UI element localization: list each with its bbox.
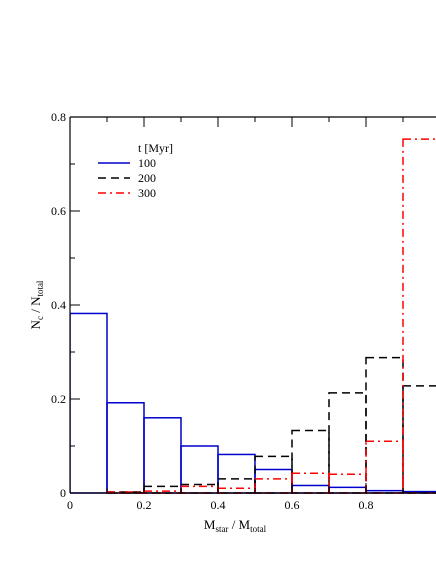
legend-label-200: 200 xyxy=(138,171,156,185)
axes: 0 0.2 0.4 0.6 0.8 0 0.2 0.4 0.6 0.8 xyxy=(51,110,436,512)
bar-200-bin-2 xyxy=(143,485,182,494)
legend-label-100: 100 xyxy=(138,156,156,170)
bar-300-bin-8 xyxy=(365,440,404,494)
bar-200-bin-6 xyxy=(291,429,330,494)
x-axis-label: Mstar / Mtotal xyxy=(204,517,267,534)
bar-300-bin-3 xyxy=(180,485,219,494)
x-tick-label: 0.6 xyxy=(285,498,300,512)
bar-200-bin-4 xyxy=(217,478,256,494)
x-tick-label: 0.8 xyxy=(359,498,374,512)
y-tick-label: 0.4 xyxy=(51,298,66,312)
legend-label-300: 300 xyxy=(138,186,156,200)
bar-300-bin-5 xyxy=(254,478,293,494)
legend-title: t [Myr] xyxy=(138,141,173,155)
series-100 xyxy=(70,312,436,494)
x-tick-label: 0.2 xyxy=(137,498,152,512)
bar-300-bin-9 xyxy=(402,138,436,494)
y-tick-label: 0.6 xyxy=(51,204,66,218)
x-tick-label: 0.4 xyxy=(211,498,226,512)
bar-100-bin-5 xyxy=(254,468,293,494)
x-tick-label: 0 xyxy=(67,498,73,512)
series-300 xyxy=(106,138,436,494)
bar-100-bin-4 xyxy=(217,453,256,494)
bar-100-bin-1 xyxy=(106,402,145,494)
bar-200-bin-9 xyxy=(402,385,436,494)
bar-100-bin-7 xyxy=(328,486,367,494)
y-tick-label: 0.8 xyxy=(51,110,66,124)
bar-200-bin-8 xyxy=(365,356,404,494)
bar-300-bin-7 xyxy=(328,473,367,494)
y-tick-label: 0 xyxy=(60,486,66,500)
y-axis-label: Nc / Ntotal xyxy=(28,280,45,329)
axis-labels: Mstar / Mtotal Nc / Ntotal xyxy=(28,280,267,534)
bar-200-bin-7 xyxy=(328,392,367,494)
y-tick-label: 0.2 xyxy=(51,392,66,406)
bar-100-bin-2 xyxy=(143,417,182,494)
bar-200-bin-5 xyxy=(254,455,293,494)
plot-area xyxy=(70,138,436,494)
bar-100-bin-0 xyxy=(70,312,108,494)
series-200 xyxy=(106,356,436,494)
bar-100-bin-6 xyxy=(291,484,330,494)
bar-300-bin-6 xyxy=(291,472,330,494)
